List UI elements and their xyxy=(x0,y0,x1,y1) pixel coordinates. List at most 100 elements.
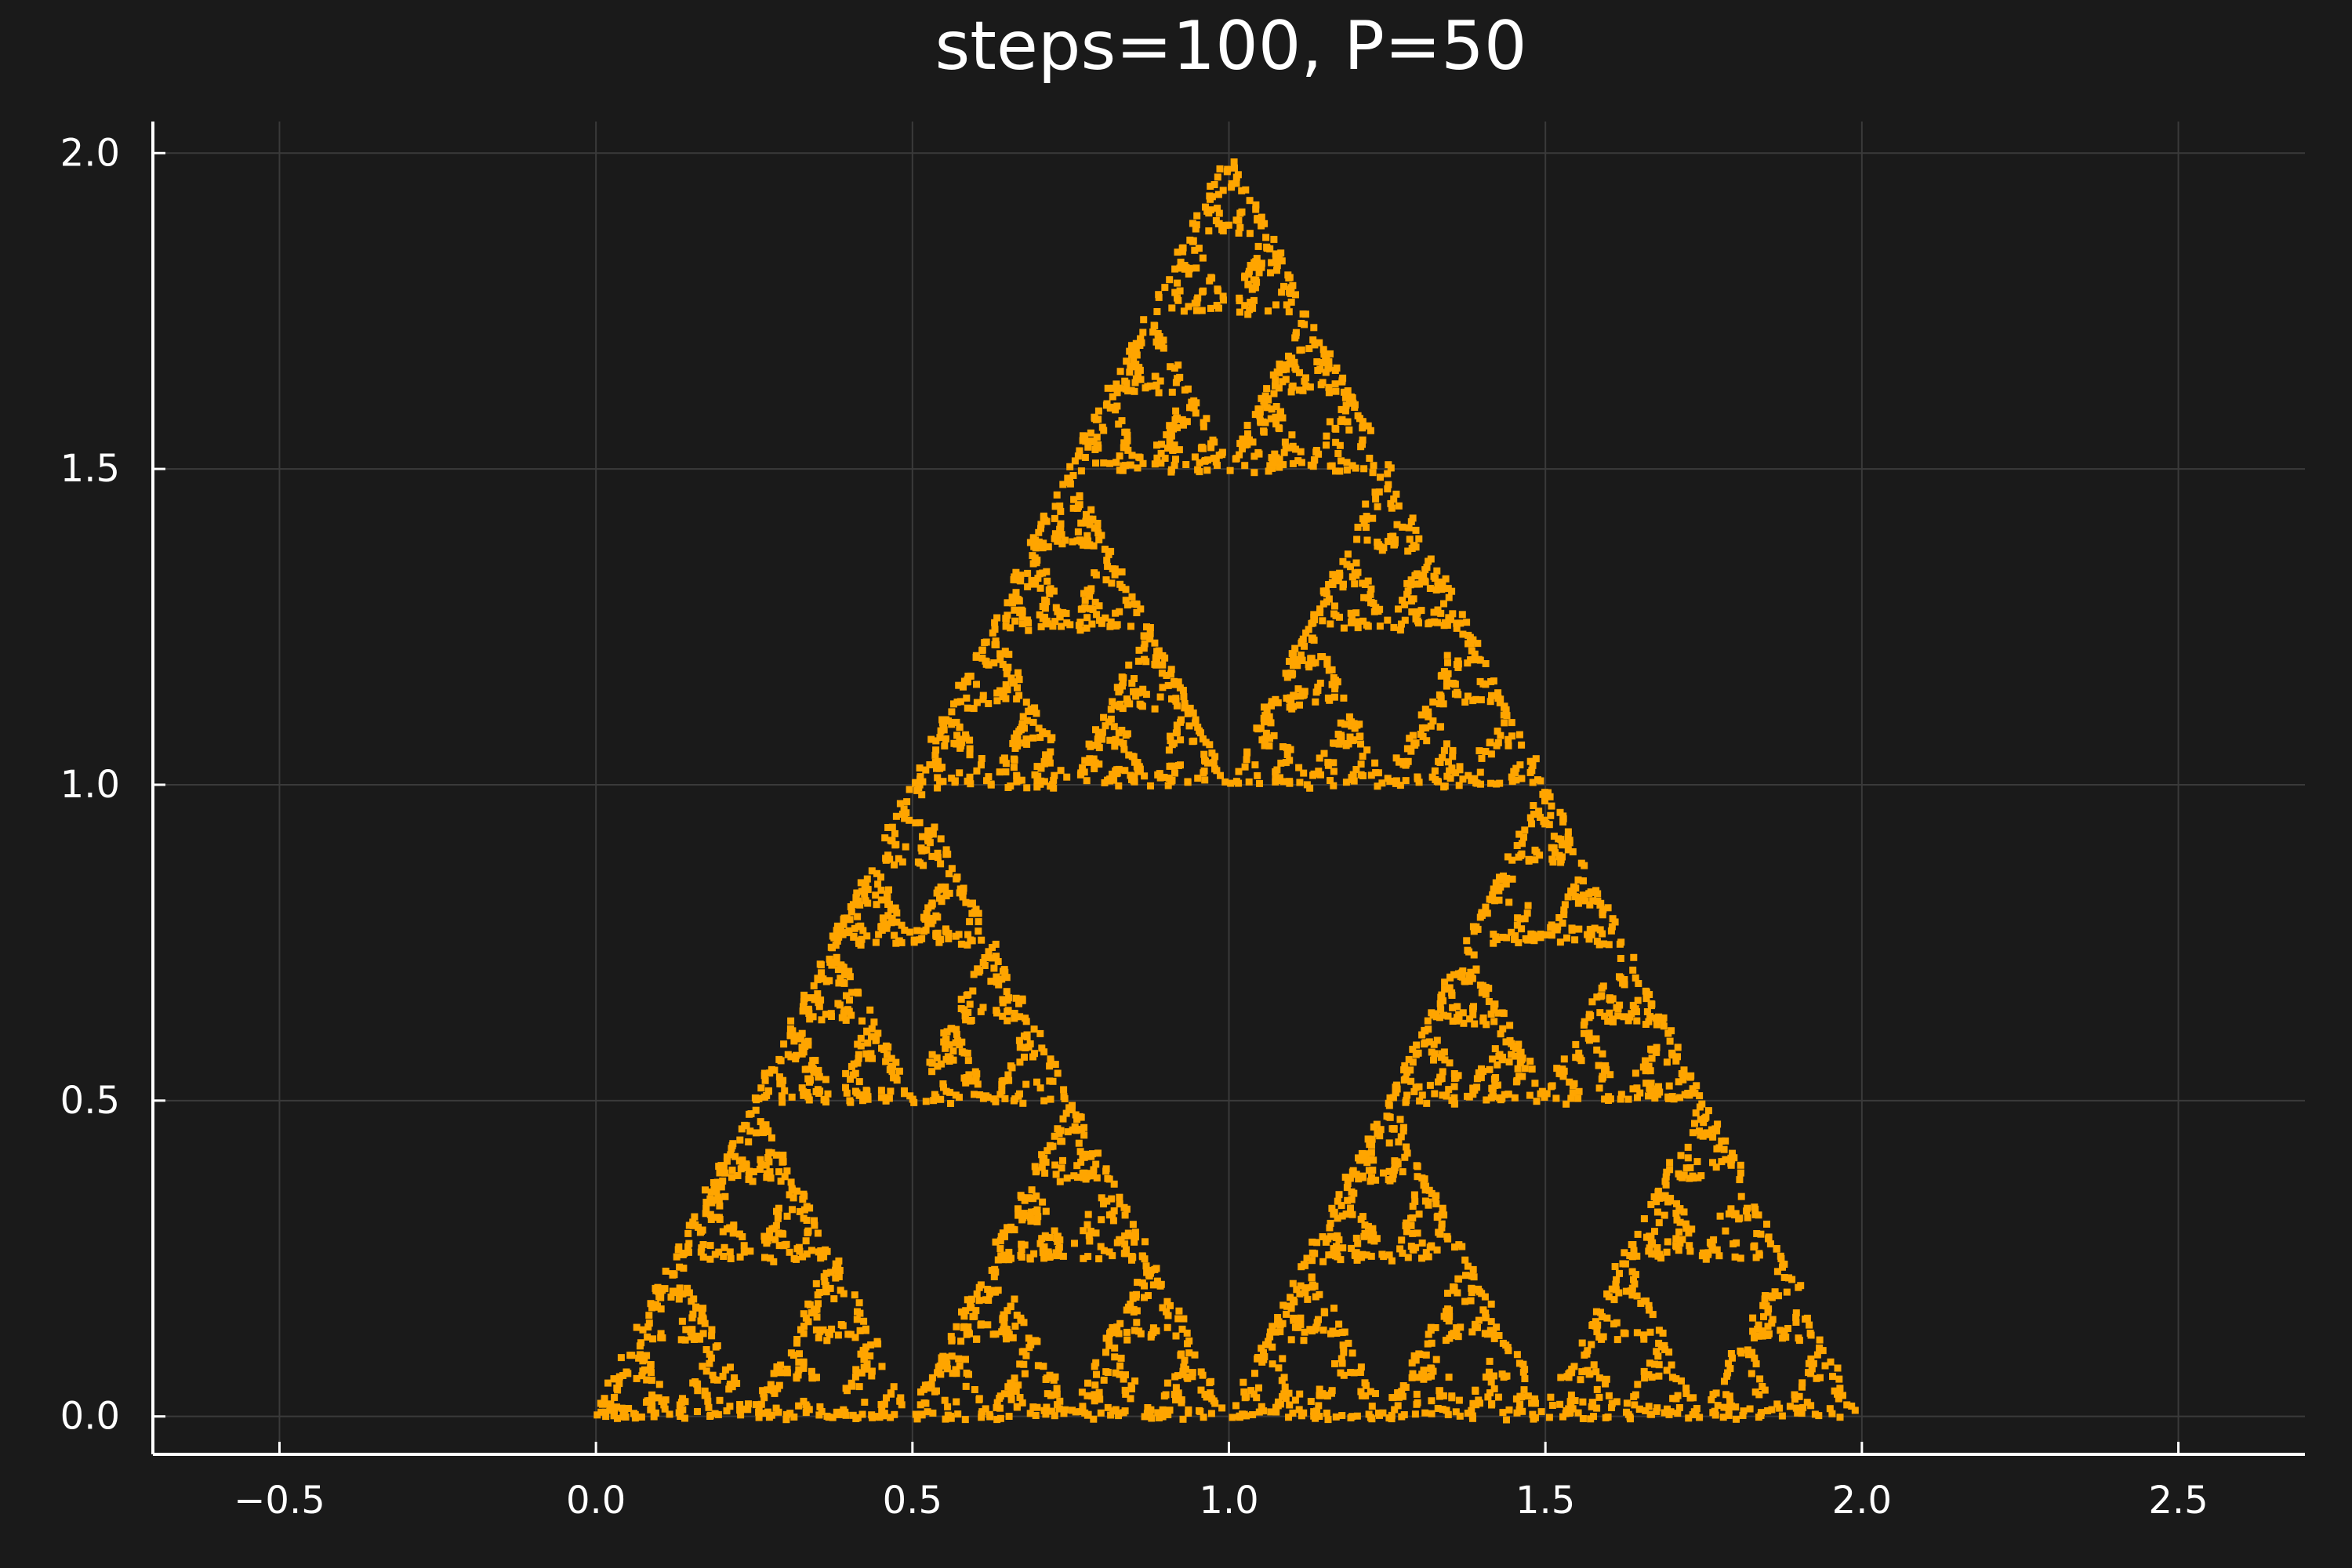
data-point xyxy=(863,1360,871,1368)
data-point xyxy=(1098,728,1106,736)
data-point xyxy=(1515,1073,1523,1080)
data-point xyxy=(1269,1360,1276,1368)
data-point xyxy=(602,1413,610,1421)
data-point xyxy=(793,1336,801,1343)
data-point xyxy=(1451,690,1459,698)
data-point xyxy=(1653,1048,1661,1056)
data-point xyxy=(1423,1099,1431,1107)
data-point xyxy=(1655,1219,1663,1227)
data-point xyxy=(978,761,985,769)
data-point xyxy=(684,1284,691,1292)
data-point xyxy=(937,764,944,771)
data-point xyxy=(1505,898,1513,906)
data-point xyxy=(1241,763,1249,771)
data-point xyxy=(1424,1340,1432,1348)
data-point xyxy=(821,1278,829,1286)
data-point xyxy=(1338,1202,1345,1210)
data-point xyxy=(1412,1356,1420,1364)
data-point xyxy=(862,1327,869,1334)
data-point xyxy=(1167,670,1174,678)
data-point xyxy=(1406,535,1414,543)
data-point xyxy=(1403,1149,1411,1157)
data-point xyxy=(942,846,950,854)
data-point xyxy=(1229,1414,1236,1421)
data-point xyxy=(1335,1191,1343,1199)
data-point xyxy=(1312,447,1320,454)
data-point xyxy=(1168,776,1176,784)
data-point xyxy=(953,1323,960,1330)
data-point xyxy=(1146,624,1154,631)
data-point xyxy=(1805,1369,1813,1377)
data-point xyxy=(1506,1022,1514,1029)
data-point xyxy=(1836,1414,1844,1421)
data-point xyxy=(1809,1359,1817,1367)
data-point xyxy=(1367,771,1375,779)
data-point xyxy=(795,1366,803,1374)
data-point xyxy=(1036,611,1044,619)
data-point xyxy=(1606,1095,1614,1103)
data-point xyxy=(736,1401,744,1408)
data-point xyxy=(1701,1115,1709,1122)
data-point xyxy=(1547,1393,1555,1401)
data-point xyxy=(1171,1391,1178,1398)
data-point xyxy=(1413,1390,1421,1398)
data-point xyxy=(699,1253,707,1261)
data-point xyxy=(846,973,854,981)
data-point xyxy=(1492,879,1500,887)
data-point xyxy=(1327,777,1334,784)
data-point xyxy=(1835,1375,1843,1383)
data-point xyxy=(1073,537,1081,545)
data-point xyxy=(1622,1287,1630,1295)
data-point xyxy=(1090,1415,1098,1423)
data-point xyxy=(1759,1383,1766,1390)
data-point xyxy=(1448,989,1456,996)
data-point xyxy=(1455,1241,1463,1249)
data-point xyxy=(814,1291,822,1299)
data-point xyxy=(781,1241,789,1249)
data-point xyxy=(1402,1075,1410,1083)
data-point xyxy=(1312,1414,1319,1422)
data-point xyxy=(1211,753,1219,760)
data-point xyxy=(1682,1164,1690,1172)
data-point xyxy=(1272,382,1279,390)
data-point xyxy=(1516,1400,1524,1408)
data-point xyxy=(1021,1053,1028,1061)
data-point xyxy=(790,1254,798,1262)
data-point xyxy=(1245,778,1253,786)
data-point xyxy=(1478,1065,1485,1073)
data-point xyxy=(1171,289,1179,296)
data-point xyxy=(1548,1402,1556,1409)
data-point xyxy=(1109,384,1117,392)
data-point xyxy=(1111,1344,1119,1352)
data-point xyxy=(1711,1411,1719,1419)
data-point xyxy=(1296,368,1303,376)
data-point xyxy=(1451,681,1459,688)
data-point xyxy=(1019,713,1027,720)
data-point xyxy=(604,1379,612,1387)
data-point xyxy=(975,909,982,917)
data-point xyxy=(1256,405,1264,413)
data-point xyxy=(1151,639,1159,647)
data-point xyxy=(1567,1094,1575,1102)
data-point xyxy=(1268,405,1276,413)
data-point xyxy=(982,657,989,665)
data-point xyxy=(755,1414,763,1421)
data-point xyxy=(952,1039,960,1047)
data-point xyxy=(1712,1163,1720,1171)
data-point xyxy=(927,920,935,927)
data-point xyxy=(912,819,920,827)
data-point xyxy=(611,1394,619,1401)
data-point xyxy=(1450,1083,1458,1091)
data-point xyxy=(1748,1370,1755,1377)
data-point xyxy=(1140,316,1148,324)
data-point xyxy=(1586,1036,1593,1044)
data-point xyxy=(1348,619,1356,626)
data-point xyxy=(597,1408,605,1416)
data-point xyxy=(606,1400,613,1408)
data-point xyxy=(1153,441,1160,449)
data-point xyxy=(1356,1156,1363,1164)
data-point xyxy=(1301,1328,1308,1336)
data-point xyxy=(1177,761,1184,769)
data-point xyxy=(1616,940,1624,948)
data-point xyxy=(1662,1173,1670,1181)
